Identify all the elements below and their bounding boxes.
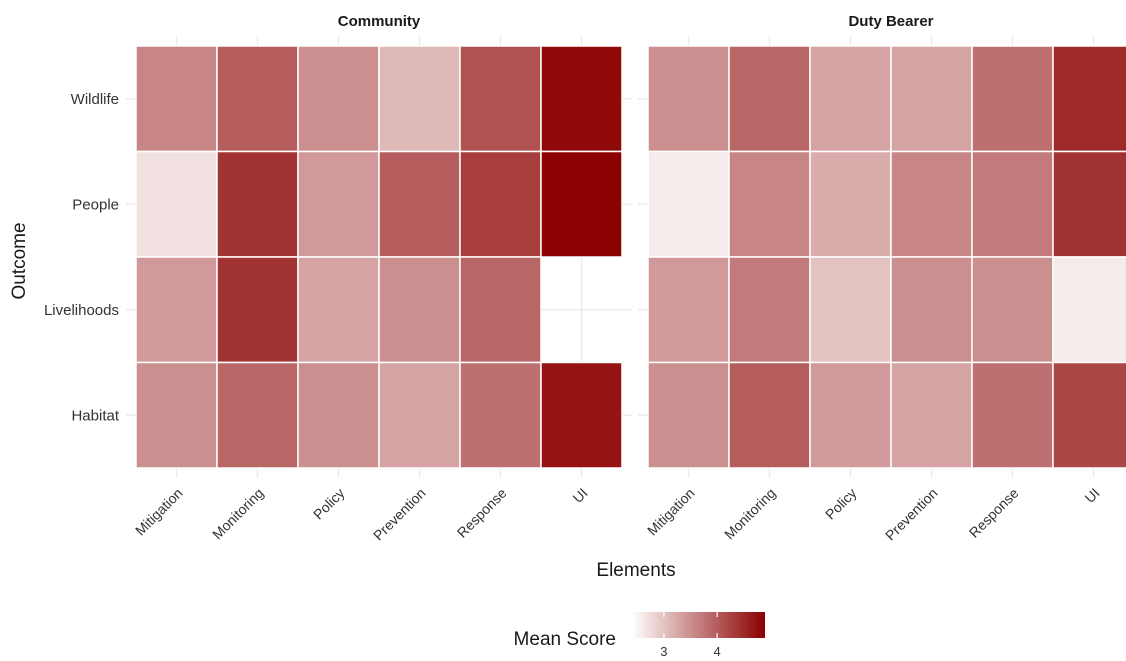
x-tick-label-monitoring: Monitoring [721,485,779,543]
heatmap-cell [459,361,542,469]
heatmap-cell [135,256,218,364]
y-tick-label-livelihoods: Livelihoods [44,302,119,319]
heatmap-cell [540,45,623,153]
heatmap-cell [297,45,380,153]
heatmap-cell [216,361,299,469]
heatmap-cell [1052,256,1126,364]
x-tick-label-response: Response [454,485,510,541]
heatmap-cell [890,256,973,364]
heatmap-cell [378,150,461,258]
heatmap-panels: Community Duty Bearer [126,13,1126,478]
y-axis-title: Outcome [9,222,30,299]
y-tick-label-habitat: Habitat [71,407,119,424]
x-tick-label-ui: UI [569,485,590,506]
heatmap-cell [378,256,461,364]
heatmap-cell [809,256,892,364]
heatmap-cell [971,150,1054,258]
heatmap-cell [216,256,299,364]
legend-tick-label: 4 [714,644,721,659]
x-tick-label-mitigation: Mitigation [644,485,698,539]
heatmap-cell [459,256,542,364]
heatmap-cell [890,361,973,469]
heatmap-cell [809,361,892,469]
heatmap-cell [459,45,542,153]
legend-title: Mean Score [514,629,616,650]
x-tick-label-response: Response [966,485,1022,541]
heatmap-cell [647,256,730,364]
heatmap-cell [297,361,380,469]
heatmap-cell [540,361,623,469]
heatmap-cell [890,45,973,153]
heatmap-cell [728,256,811,364]
heatmap-cell [647,45,730,153]
panel-title: Duty Bearer [848,13,933,30]
y-tick-label-wildlife: Wildlife [71,91,119,108]
heatmap-cell [728,361,811,469]
heatmap-cell [378,361,461,469]
x-tick-label-policy: Policy [822,485,860,523]
x-tick-label-ui: UI [1081,485,1102,506]
panel-title: Community [338,13,421,30]
heatmap-cell [728,45,811,153]
y-axis: Wildlife People Livelihoods Habitat [44,91,120,425]
x-tick-label-prevention: Prevention [882,485,941,544]
x-tick-label-mitigation: Mitigation [132,485,186,539]
y-tick-label-people: People [72,196,119,213]
heatmap-cell [297,256,380,364]
heatmap-cell [971,45,1054,153]
heatmap-cell [971,361,1054,469]
heatmap-cell [1052,361,1126,469]
x-axis: Mitigation Monitoring Policy Prevention Resp… [132,485,1103,544]
heatmap-cell [216,45,299,153]
heatmap-cell [1052,150,1126,258]
heatmap-cell [135,45,218,153]
heatmap-cell [135,361,218,469]
heatmap-cell [216,150,299,258]
heatmap-cell [1052,45,1126,153]
x-axis-title: Elements [596,560,675,581]
panel-duty-bearer: Duty Bearer [638,13,1126,478]
heatmap-cell [647,361,730,469]
heatmap-cell [971,256,1054,364]
heatmap-cell [809,45,892,153]
heatmap-cell [540,150,623,258]
heatmap-cell [809,150,892,258]
heatmap-cell [890,150,973,258]
panel-community: Community [126,13,632,478]
heatmap-cell [459,150,542,258]
x-tick-label-policy: Policy [310,485,348,523]
heatmap-cell [135,150,218,258]
x-tick-label-monitoring: Monitoring [209,485,267,543]
heatmap-cell [297,150,380,258]
legend-colorbar [632,612,765,638]
legend-tick-label: 3 [660,644,667,659]
heatmap-cell [378,45,461,153]
x-tick-label-prevention: Prevention [370,485,429,544]
heatmap-cell [728,150,811,258]
heatmap-cell [647,150,730,258]
